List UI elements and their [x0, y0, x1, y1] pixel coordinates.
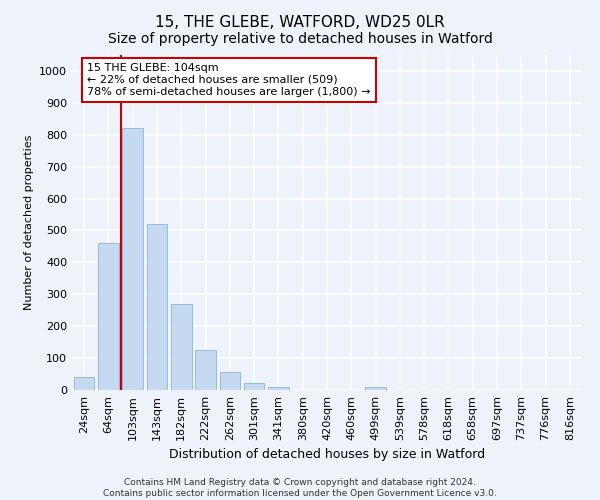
Y-axis label: Number of detached properties: Number of detached properties: [23, 135, 34, 310]
Bar: [195, 350, 216, 390]
Bar: [244, 383, 265, 390]
Bar: [171, 304, 191, 390]
Bar: [74, 377, 94, 390]
Bar: [98, 243, 119, 390]
Text: 15, THE GLEBE, WATFORD, WD25 0LR: 15, THE GLEBE, WATFORD, WD25 0LR: [155, 15, 445, 30]
Bar: [122, 128, 143, 390]
Bar: [146, 224, 167, 390]
Bar: [220, 372, 240, 390]
Text: Size of property relative to detached houses in Watford: Size of property relative to detached ho…: [107, 32, 493, 46]
X-axis label: Distribution of detached houses by size in Watford: Distribution of detached houses by size …: [169, 448, 485, 462]
Bar: [268, 387, 289, 390]
Text: 15 THE GLEBE: 104sqm
← 22% of detached houses are smaller (509)
78% of semi-deta: 15 THE GLEBE: 104sqm ← 22% of detached h…: [88, 64, 371, 96]
Bar: [365, 388, 386, 390]
Text: Contains HM Land Registry data © Crown copyright and database right 2024.
Contai: Contains HM Land Registry data © Crown c…: [103, 478, 497, 498]
